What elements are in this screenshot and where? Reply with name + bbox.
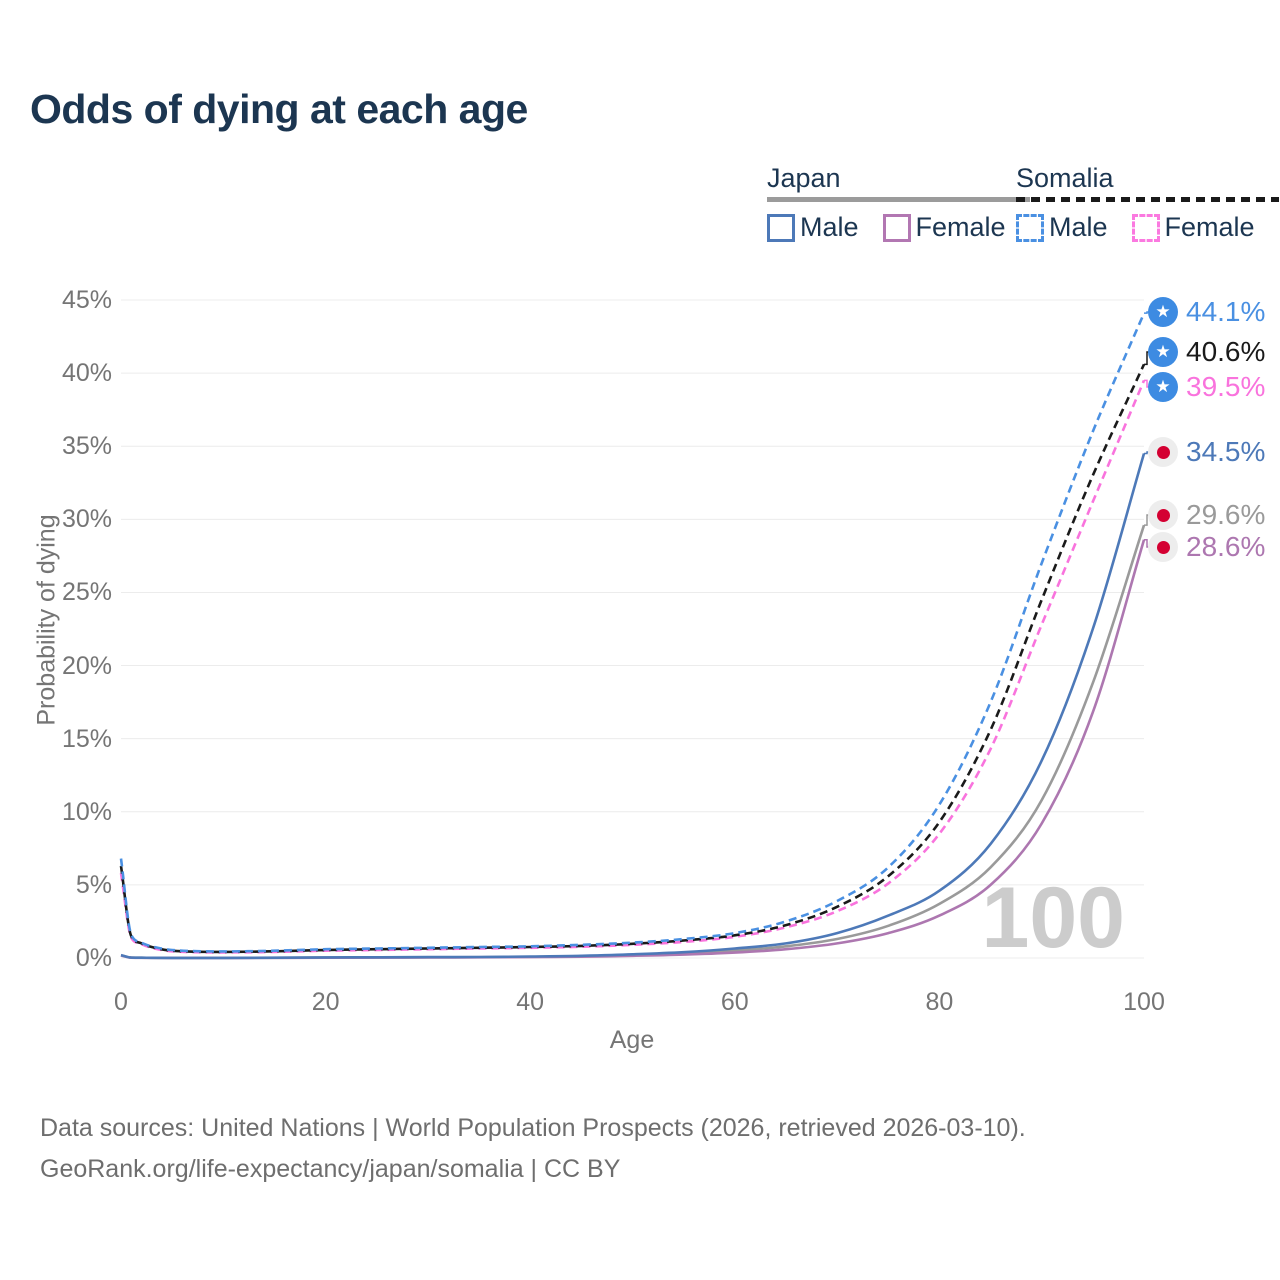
legend-item-japan-male[interactable]: Male [767,212,859,243]
series-line-japan-male [120,453,1146,960]
end-label-somalia-female: ★ 39.5% [1148,371,1265,403]
end-label-value: 40.6% [1186,336,1266,367]
x-tick-label: 60 [720,988,749,1016]
y-tick-label: 20% [61,651,112,680]
japan-line-style-swatch [767,197,1030,202]
footer-attribution: GeoRank.org/life-expectancy/japan/somali… [40,1155,621,1183]
page-title: Odds of dying at each age [30,86,528,132]
japan-flag-icon [1148,532,1178,562]
x-tick-label: 40 [516,988,545,1016]
somalia-flag-icon: ★ [1148,297,1178,327]
series-line-somalia [119,363,1146,954]
legend-items-japan: Male Female [767,212,1030,243]
x-tick-label: 20 [311,988,340,1016]
y-tick-label: 35% [61,432,112,461]
y-tick-label: 40% [61,359,112,388]
legend-item-japan-female[interactable]: Female [882,212,1006,243]
somalia-female-swatch [1131,213,1160,242]
end-label-somalia-male: ★ 44.1% [1148,296,1265,328]
japan-male-swatch [767,213,795,242]
legend-group-somalia: Somalia Male Female [1016,163,1279,243]
footer: Data sources: United Nations | World Pop… [40,1108,1026,1190]
end-label-value: 28.6% [1186,531,1266,562]
somalia-flag-icon: ★ [1148,337,1178,367]
y-tick-label: 10% [61,797,112,826]
footer-data-sources: Data sources: United Nations | World Pop… [40,1114,1026,1142]
x-tick-label: 80 [925,988,954,1016]
x-tick-label: 0 [114,988,128,1016]
legend-country-somalia[interactable]: Somalia [1016,163,1279,202]
japan-flag-red-dot [1156,508,1170,522]
legend-item-somalia-female[interactable]: Female [1131,212,1255,243]
japan-flag-icon [1148,500,1178,530]
japan-flag-icon [1148,437,1178,467]
series-line-somalia-female [119,379,1146,954]
legend-items-somalia: Male Female [1016,212,1279,243]
japan-female-swatch [882,213,911,242]
end-label-somalia: ★ 40.6% [1148,336,1265,368]
y-tick-label: 15% [61,724,112,753]
somalia-male-swatch [1016,213,1044,242]
y-tick-label: 25% [61,578,112,607]
legend-item-label: Female [915,212,1006,242]
y-tick-label: 45% [61,286,112,314]
end-label-value: 39.5% [1186,371,1266,402]
series-line-japan [120,524,1146,960]
end-label-value: 34.5% [1186,436,1266,467]
watermark-age-100: 100 [982,870,1126,966]
y-tick-label: 0% [75,944,112,972]
x-tick-label: 100 [1123,988,1165,1016]
end-label-value: 44.1% [1186,296,1266,327]
series-line-japan-female [120,539,1146,960]
japan-flag-red-dot [1156,445,1170,459]
legend-country-label: Japan [767,163,841,193]
end-label-value: 29.6% [1186,499,1266,530]
y-axis-title: Probability of dying [32,514,61,726]
legend-group-japan: Japan Male Female [767,163,1030,243]
legend-item-somalia-male[interactable]: Male [1016,212,1108,243]
end-label-japan: 29.6% [1148,499,1265,531]
somalia-line-style-swatch [1016,197,1279,202]
legend-item-label: Female [1164,212,1255,242]
x-axis-title: Age [609,1026,655,1054]
end-label-japan-female: 28.6% [1148,531,1265,563]
legend-country-label: Somalia [1016,163,1114,193]
y-tick-label: 5% [75,870,112,899]
japan-flag-red-dot [1156,540,1170,554]
somalia-flag-icon: ★ [1148,372,1178,402]
end-label-japan-male: 34.5% [1148,436,1265,468]
legend-item-label: Male [1049,212,1108,242]
legend-country-japan[interactable]: Japan [767,163,1030,202]
y-tick-label: 30% [61,505,112,534]
series-line-somalia-male [119,312,1146,953]
legend-item-label: Male [800,212,859,242]
